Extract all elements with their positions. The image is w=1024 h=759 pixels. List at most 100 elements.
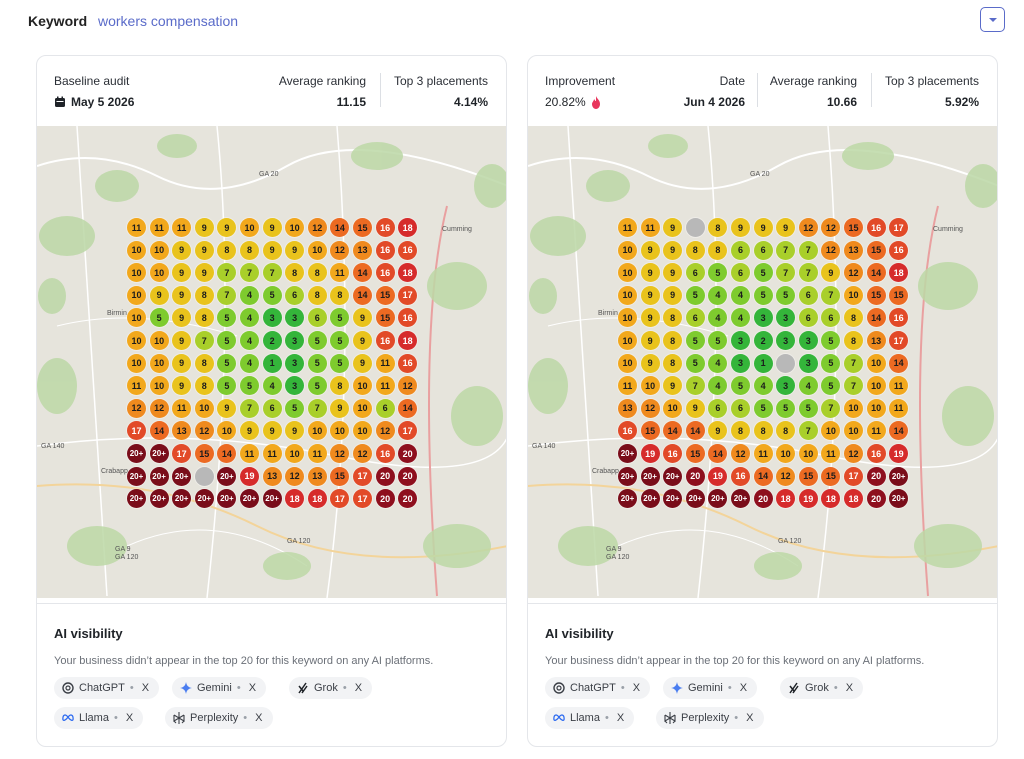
ranking-pin[interactable]: 7: [798, 421, 818, 441]
ranking-pin[interactable]: 16: [731, 466, 750, 486]
ranking-pin[interactable]: 6: [798, 308, 818, 328]
ranking-pin[interactable]: 11: [821, 444, 841, 463]
ranking-pin[interactable]: 14: [149, 421, 169, 441]
ranking-pin[interactable]: 10: [353, 376, 372, 396]
ranking-pin[interactable]: 7: [798, 263, 818, 283]
ranking-pin[interactable]: 12: [731, 444, 750, 463]
ranking-pin[interactable]: 8: [194, 353, 214, 373]
ranking-pin[interactable]: 18: [889, 263, 909, 283]
ai-platform-chip-perplexity[interactable]: Perplexity • X: [165, 707, 273, 729]
ranking-pin[interactable]: 4: [708, 353, 728, 373]
ranking-pin[interactable]: 20+: [640, 489, 660, 509]
ranking-pin[interactable]: 14: [353, 285, 372, 305]
ranking-pin[interactable]: 20+: [149, 466, 169, 486]
ranking-pin[interactable]: 12: [330, 240, 350, 260]
ranking-pin[interactable]: 10: [618, 331, 637, 350]
ranking-pin[interactable]: 9: [330, 398, 350, 418]
ranking-pin[interactable]: 2: [753, 331, 773, 350]
ranking-pin[interactable]: 17: [353, 489, 372, 509]
ranking-pin[interactable]: 14: [708, 444, 728, 463]
ranking-pin[interactable]: 9: [172, 240, 192, 260]
ranking-pin[interactable]: 16: [866, 218, 886, 237]
expand-dropdown-button[interactable]: [980, 7, 1005, 32]
ranking-pin[interactable]: 10: [217, 421, 237, 441]
ranking-pin[interactable]: 15: [330, 466, 350, 486]
ai-platform-chip-chatgpt[interactable]: ChatGPT • X: [545, 677, 651, 699]
ranking-pin[interactable]: 6: [731, 240, 750, 260]
ranking-pin[interactable]: 5: [307, 376, 327, 396]
ranking-pin[interactable]: 10: [194, 398, 214, 418]
ranking-pin[interactable]: 12: [821, 218, 841, 237]
ranking-pin[interactable]: 10: [821, 421, 841, 441]
ranking-pin[interactable]: 10: [618, 240, 637, 260]
ranking-pin[interactable]: 2: [262, 331, 282, 350]
ranking-pin[interactable]: 14: [663, 421, 683, 441]
ranking-pin[interactable]: 9: [776, 218, 796, 237]
ranking-pin[interactable]: 9: [753, 218, 773, 237]
ranking-pin[interactable]: 20+: [217, 489, 237, 509]
ranking-pin[interactable]: 9: [353, 331, 372, 350]
ranking-pin[interactable]: 19: [640, 444, 660, 463]
ranking-pin[interactable]: 9: [640, 353, 660, 373]
ranking-pin[interactable]: 7: [240, 398, 259, 418]
ranking-pin[interactable]: 11: [753, 444, 773, 463]
ranking-pin[interactable]: 10: [640, 376, 660, 396]
ranking-pin[interactable]: 11: [240, 444, 259, 463]
ranking-pin[interactable]: 15: [821, 466, 841, 486]
ranking-pin[interactable]: 20+: [262, 489, 282, 509]
ranking-pin[interactable]: 9: [262, 240, 282, 260]
ranking-pin[interactable]: 3: [776, 331, 796, 350]
ranking-pin[interactable]: 18: [844, 489, 863, 509]
ranking-pin[interactable]: 9: [663, 240, 683, 260]
ranking-pin[interactable]: 8: [194, 285, 214, 305]
ranking-pin[interactable]: 20+: [240, 489, 259, 509]
ranking-pin[interactable]: 15: [353, 218, 372, 237]
ranking-pin[interactable]: 16: [889, 308, 909, 328]
ranking-pin[interactable]: 20: [375, 466, 395, 486]
ranking-pin[interactable]: 5: [685, 285, 705, 305]
ranking-pin[interactable]: 20: [398, 489, 418, 509]
ranking-pin[interactable]: 1: [753, 353, 773, 373]
ranking-pin[interactable]: 11: [640, 218, 660, 237]
ranking-pin[interactable]: 4: [731, 285, 750, 305]
ranking-pin[interactable]: 20+: [194, 489, 214, 509]
ranking-pin[interactable]: 10: [127, 240, 146, 260]
ranking-pin[interactable]: 20: [398, 444, 418, 463]
ranking-pin[interactable]: 6: [708, 398, 728, 418]
ai-platform-chip-perplexity[interactable]: Perplexity • X: [656, 707, 764, 729]
ranking-pin[interactable]: 15: [640, 421, 660, 441]
ranking-pin[interactable]: 9: [285, 240, 305, 260]
ranking-pin[interactable]: 5: [330, 308, 350, 328]
ranking-pin[interactable]: 15: [889, 285, 909, 305]
ranking-pin[interactable]: 5: [821, 376, 841, 396]
ranking-pin[interactable]: 9: [172, 308, 192, 328]
ranking-pin[interactable]: 14: [866, 263, 886, 283]
ranking-pin[interactable]: 10: [353, 398, 372, 418]
ranking-pin[interactable]: 16: [375, 240, 395, 260]
ranking-pin[interactable]: 9: [353, 353, 372, 373]
ranking-pin-empty[interactable]: [685, 218, 705, 237]
ranking-pin[interactable]: 3: [798, 353, 818, 373]
ai-platform-chip-gemini[interactable]: Gemini • X: [663, 677, 758, 699]
ranking-pin[interactable]: 3: [776, 308, 796, 328]
ranking-pin[interactable]: 10: [798, 444, 818, 463]
ranking-pin[interactable]: 8: [663, 331, 683, 350]
ranking-pin[interactable]: 10: [618, 308, 637, 328]
ranking-pin[interactable]: 8: [194, 376, 214, 396]
ranking-pin[interactable]: 3: [731, 331, 750, 350]
ranking-map[interactable]: GA 20 Cumming Birmin GA 140 Crabapp GA 9…: [528, 126, 997, 598]
ranking-pin[interactable]: 16: [398, 353, 418, 373]
ranking-pin[interactable]: 8: [194, 308, 214, 328]
ranking-pin[interactable]: 20: [866, 489, 886, 509]
ranking-pin[interactable]: 20: [685, 466, 705, 486]
ranking-pin[interactable]: 4: [731, 308, 750, 328]
ranking-pin[interactable]: 7: [240, 263, 259, 283]
ranking-pin[interactable]: 9: [240, 421, 259, 441]
ranking-pin[interactable]: 19: [889, 444, 909, 463]
ranking-pin[interactable]: 13: [618, 398, 637, 418]
ranking-pin[interactable]: 6: [731, 398, 750, 418]
ranking-pin[interactable]: 3: [285, 376, 305, 396]
ranking-pin[interactable]: 19: [708, 466, 728, 486]
ranking-pin[interactable]: 16: [398, 308, 418, 328]
ranking-pin[interactable]: 13: [866, 331, 886, 350]
